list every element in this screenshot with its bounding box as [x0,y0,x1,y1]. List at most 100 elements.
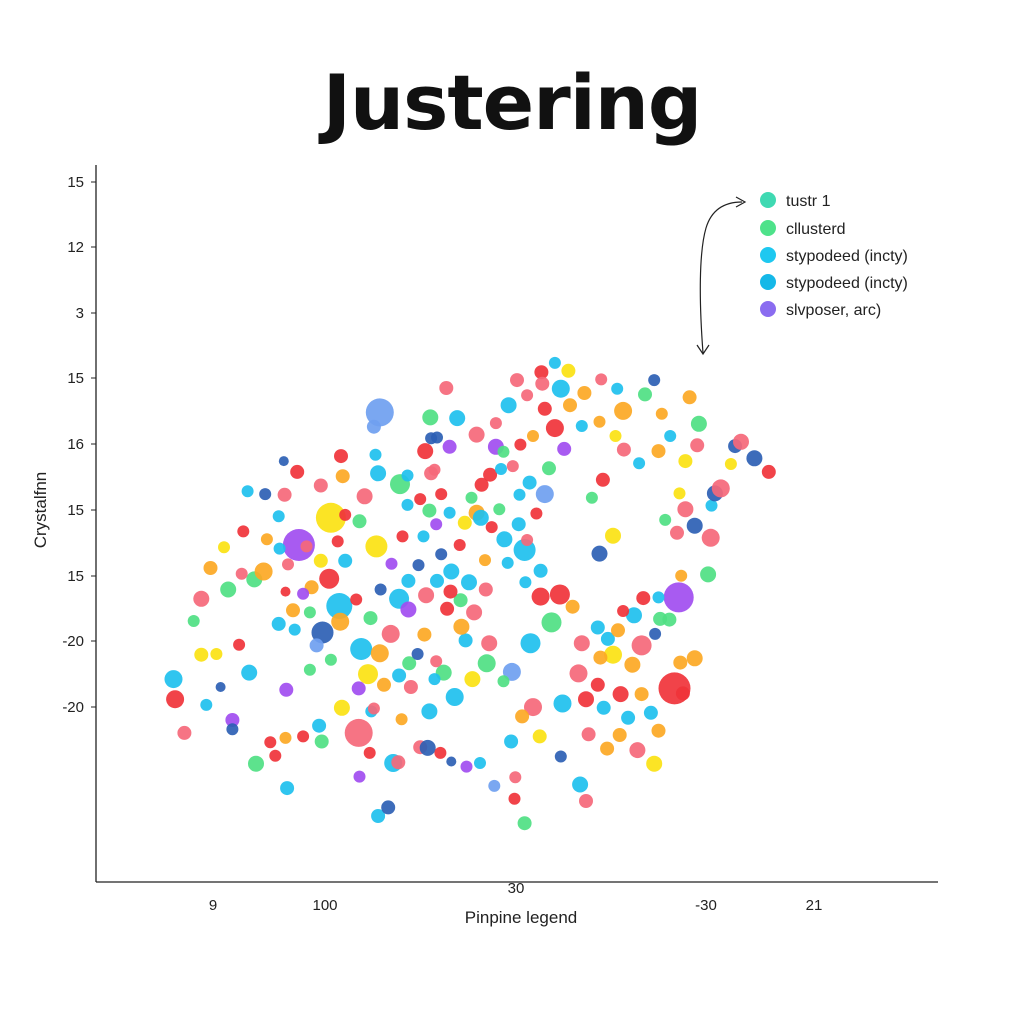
data-point [595,373,608,386]
data-point [446,756,457,767]
arrowhead-icon [735,196,747,208]
data-point [542,461,556,476]
data-point [614,401,633,420]
data-point [629,742,646,759]
data-point [297,730,310,743]
data-point [422,503,437,518]
data-point [675,569,688,582]
data-point [334,449,348,464]
data-point [356,488,373,505]
data-point [643,705,658,720]
data-point [533,563,548,578]
data-point [466,604,483,621]
y-tick-label: 15 [67,370,84,387]
legend-entry: stypodeed (incty) [760,274,908,292]
data-point [746,450,763,467]
y-tick-label: -20 [62,633,84,650]
data-point [604,645,622,664]
data-point [465,491,478,504]
legend-marker [760,301,776,317]
y-tick-label: 12 [67,239,84,256]
data-point [351,681,366,696]
data-point [226,723,239,736]
data-point [521,534,534,546]
data-point [331,612,350,631]
data-point [417,627,432,642]
data-point [501,556,514,569]
data-point [278,456,289,467]
x-axis: 9 100 30 -30 21 [209,880,823,914]
data-point [506,460,519,473]
data-point [481,635,498,652]
data-point [200,698,213,711]
data-point [554,750,567,763]
data-point [600,741,615,756]
data-point [535,485,554,504]
y-tick-label: 15 [67,568,84,585]
data-point [509,771,522,784]
data-point [374,583,387,596]
data-point [705,499,718,512]
data-point [631,635,652,656]
data-point [664,430,677,442]
data-point [605,527,621,544]
data-point [461,574,477,591]
chart-title: Justering [322,58,703,147]
data-point [590,620,605,635]
data-point [495,463,507,475]
data-point [363,746,376,759]
data-point [381,800,396,815]
data-point [313,553,328,568]
data-point [358,664,378,685]
data-point [557,441,572,456]
legend-label: tustr 1 [786,193,831,210]
data-point [241,485,254,498]
data-point [277,487,292,502]
legend-marker [760,192,776,208]
data-point [578,691,594,708]
y-tick-label: 3 [76,305,84,322]
data-point [686,517,703,534]
data-point [237,525,250,538]
legend: tustr 1 cllusterd stypodeed (incty) styp… [696,192,908,356]
data-point [493,503,506,516]
data-point [443,584,458,599]
data-point [411,648,424,660]
data-point [385,557,398,570]
data-point [241,664,258,681]
data-point [621,710,636,725]
data-point [670,525,684,540]
data-point [673,487,686,500]
data-point [591,545,608,562]
data-point [435,488,448,501]
data-point [402,656,417,671]
data-point [549,584,570,605]
data-point [711,479,730,498]
data-point [617,605,630,617]
data-point [273,542,286,555]
legend-marker [760,220,776,236]
data-point [419,739,436,756]
data-point [401,573,416,588]
y-tick-label: 15 [67,174,84,191]
y-axis: 15 12 3 15 16 15 15 -20 -20 [62,174,96,716]
y-tick: 15 [67,568,96,585]
y-tick: 16 [67,436,96,453]
legend-label: stypodeed (incty) [786,275,908,292]
data-point [464,671,481,688]
data-point [269,749,282,762]
data-point [417,530,430,543]
data-point [517,816,532,831]
data-point [235,567,248,580]
data-point [381,624,400,643]
data-point [565,599,580,614]
data-point [401,469,414,482]
data-point [585,491,598,504]
data-point [521,389,534,402]
data-point [478,582,493,597]
data-point [194,647,209,662]
legend-entry: tustr 1 [760,192,831,210]
data-point [474,477,489,492]
data-point [339,508,352,521]
data-point [534,365,549,380]
